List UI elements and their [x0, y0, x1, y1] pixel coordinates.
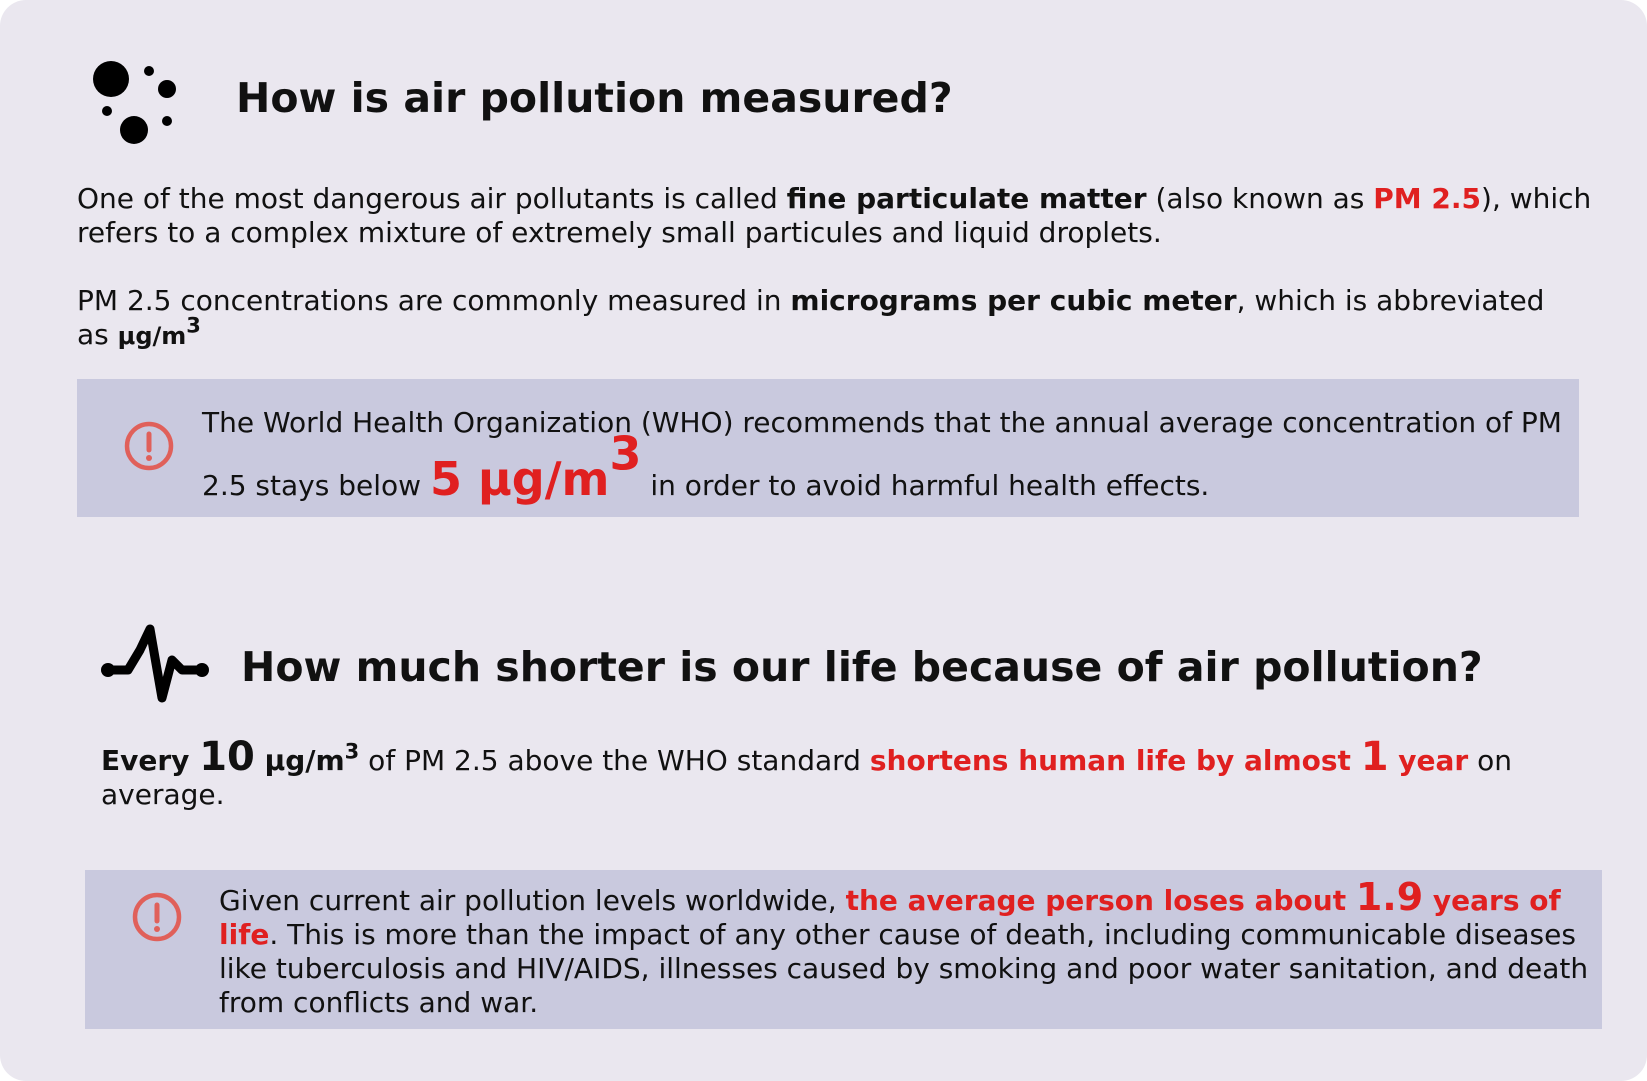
- alert-circle-icon: [132, 892, 182, 942]
- bold-text: Every: [101, 744, 200, 777]
- heartbeat-icon: [101, 624, 209, 703]
- number-10: 10: [199, 734, 255, 780]
- number-1: 1: [1360, 734, 1389, 780]
- text: PM 2.5 concentrations are commonly measu…: [77, 284, 791, 317]
- highlight-text: the average person loses about: [845, 884, 1356, 917]
- highlight-pm25: PM 2.5: [1373, 182, 1482, 215]
- highlight-text: year: [1388, 744, 1469, 777]
- text: in order to avoid harmful health effects…: [641, 469, 1210, 502]
- section-title-measurement: How is air pollution measured?: [236, 74, 953, 122]
- highlight-text: years of life: [219, 884, 1561, 951]
- unit-superscript: 3: [344, 739, 360, 764]
- text: of PM 2.5 above the WHO standard: [359, 744, 870, 777]
- text: Given current air pollution levels world…: [219, 884, 846, 917]
- number-1-9: 1.9: [1355, 875, 1424, 919]
- who-callout: The World Health Organization (WHO) reco…: [77, 379, 1579, 517]
- paragraph-life-impact: Every 10 μg/m3 of PM 2.5 above the WHO s…: [101, 737, 1611, 812]
- text: . This is more than the impact of any ot…: [219, 918, 1589, 1019]
- paragraph-units: PM 2.5 concentrations are commonly measu…: [77, 284, 1577, 353]
- text: The World Health Organization (WHO) reco…: [202, 406, 1562, 502]
- text: on average.: [101, 744, 1513, 811]
- text: ), which refers to a complex mixture of …: [77, 182, 1592, 249]
- threshold-superscript: 3: [609, 426, 642, 481]
- alert-circle-icon: [124, 421, 174, 471]
- text: One of the most dangerous air pollutants…: [77, 182, 787, 215]
- particles-icon: [93, 61, 176, 144]
- unit-text: μg/m: [254, 744, 345, 777]
- bold-term: fine particulate matter: [786, 182, 1147, 215]
- global-impact-text: Given current air pollution levels world…: [219, 878, 1599, 1020]
- unit-superscript: 3: [186, 313, 201, 338]
- threshold-value: 5 μg/m: [429, 452, 610, 506]
- who-recommendation: The World Health Organization (WHO) reco…: [202, 395, 1572, 514]
- unit-abbreviation: μg/m: [117, 322, 187, 350]
- bold-term: micrograms per cubic meter: [790, 284, 1237, 317]
- paragraph-fine-particulate: One of the most dangerous air pollutants…: [77, 182, 1607, 250]
- highlight-text: shortens human life by almost: [869, 744, 1361, 777]
- text: (also known as: [1146, 182, 1374, 215]
- section-title-life-expectancy: How much shorter is our life because of …: [241, 643, 1483, 691]
- global-impact-callout: Given current air pollution levels world…: [85, 870, 1602, 1029]
- text: , which is abbreviated as: [77, 284, 1545, 351]
